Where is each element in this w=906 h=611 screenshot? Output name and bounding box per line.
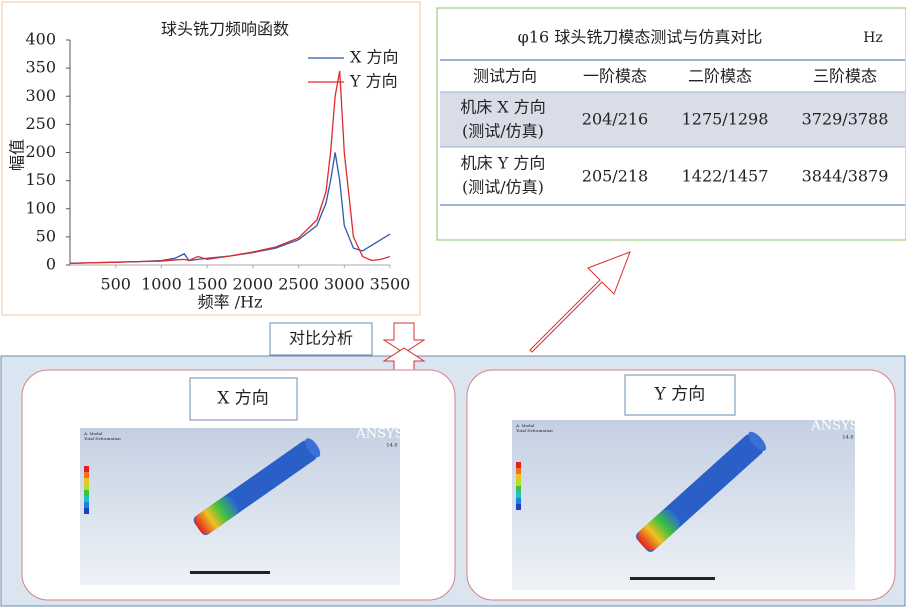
arrow-label: 对比分析 — [289, 329, 353, 348]
x-tick-label: 3000 — [324, 275, 365, 294]
version: 14.0 — [842, 435, 853, 441]
caption: Total Deformation — [516, 428, 553, 433]
y-tick-label: 400 — [25, 30, 56, 49]
table-title: φ16 球头铣刀模态测试与仿真对比 — [518, 28, 763, 47]
logo: ANSYS — [810, 419, 858, 434]
legend-label: Y 方向 — [349, 72, 398, 91]
y-tick-label: 50 — [36, 226, 56, 245]
y-tick-label: 150 — [25, 170, 56, 189]
cell: 3729/3788 — [802, 110, 889, 129]
legend-label: X 方向 — [350, 48, 398, 67]
scale-bar — [630, 577, 715, 580]
screenshot: A: Modal Total Deformation ANSYS 14.0 — [512, 419, 859, 591]
y-tick-label: 0 — [46, 255, 56, 274]
table-header: 一阶模态 — [583, 67, 647, 86]
panel-label: Y 方向 — [654, 385, 706, 405]
x-tick-label: 2000 — [232, 275, 273, 294]
table-header: 测试方向 — [473, 67, 537, 86]
logo: ANSYS — [355, 427, 403, 442]
cell: 1422/1457 — [682, 167, 769, 186]
row-label: (测试/仿真) — [462, 178, 544, 197]
x-tick-label: 1500 — [187, 275, 228, 294]
table-unit: Hz — [863, 30, 883, 46]
row-label: 机床 Y 方向 — [461, 154, 546, 173]
y-tick-label: 200 — [25, 142, 56, 161]
legend-bar — [84, 466, 89, 514]
version: 14.0 — [386, 443, 397, 449]
cell: 204/216 — [582, 110, 648, 129]
x-tick-label: 3500 — [370, 275, 411, 294]
y-tick-label: 350 — [25, 58, 56, 77]
x-tick-label: 1000 — [141, 275, 182, 294]
page: 球头铣刀频响函数 频率 /Hz 幅值 0 50 100 150 200 250 300 350… — [0, 0, 906, 607]
table-header: 三阶模态 — [813, 67, 877, 86]
row-label: 机床 X 方向 — [460, 98, 546, 117]
screenshot: A: Modal Total Deformation ANSYS 14.0 — [80, 427, 404, 586]
chart-title: 球头铣刀频响函数 — [161, 20, 289, 39]
y-tick-label: 300 — [25, 86, 56, 105]
legend-bar — [516, 462, 521, 510]
caption: Total Deformation — [84, 436, 121, 441]
scale-bar — [190, 571, 270, 574]
figure: 球头铣刀频响函数 频率 /Hz 幅值 0 50 100 150 200 250 300 350… — [0, 0, 906, 607]
cell: 3844/3879 — [802, 167, 889, 186]
y-tick-label: 250 — [25, 114, 56, 133]
y-axis-label: 幅值 — [8, 139, 27, 171]
x-axis-label: 频率 /Hz — [198, 293, 263, 312]
arrow — [530, 252, 630, 352]
x-tick-label: 2500 — [278, 275, 319, 294]
x-tick-label: 500 — [100, 275, 131, 294]
row-label: (测试/仿真) — [462, 122, 544, 141]
y-tick-label: 100 — [25, 198, 56, 217]
cell: 1275/1298 — [682, 110, 769, 129]
table-header: 二阶模态 — [688, 67, 752, 86]
cell: 205/218 — [582, 167, 648, 186]
panel-label: X 方向 — [217, 389, 269, 409]
